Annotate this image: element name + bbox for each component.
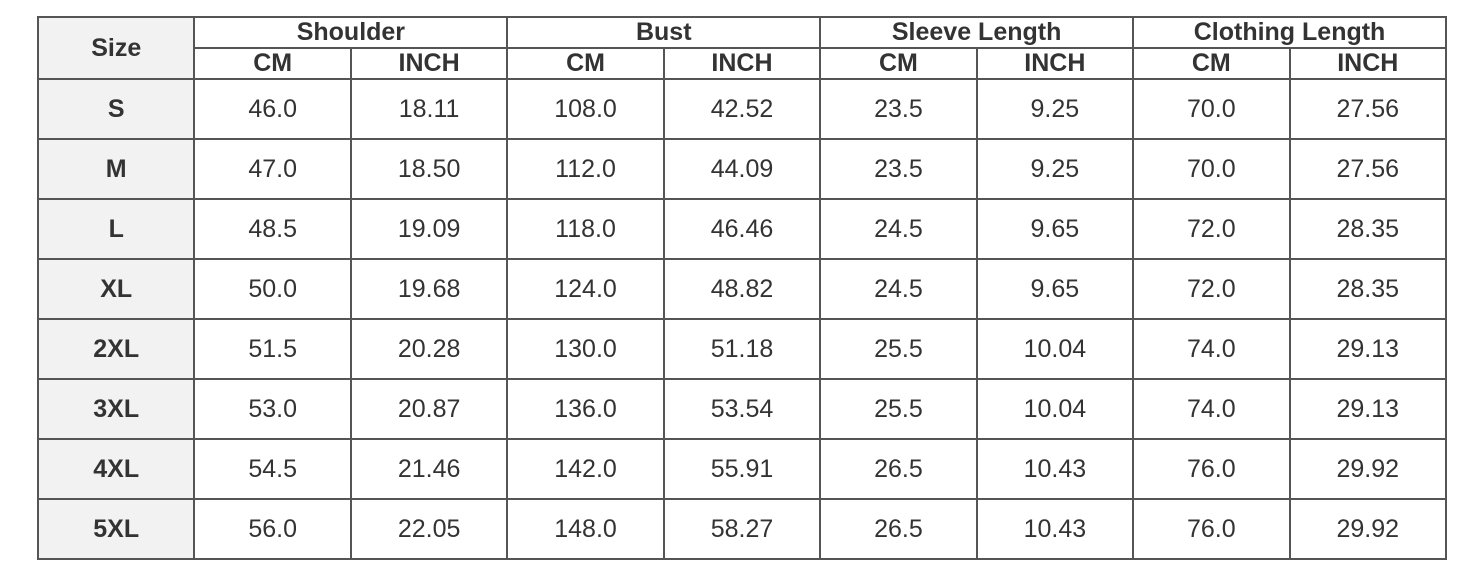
value-cell: 29.92 [1288,438,1447,500]
unit-header: CM [819,47,978,80]
value-cell: 148.0 [506,498,665,560]
value-cell: 48.5 [193,198,352,260]
unit-header: INCH [349,47,509,80]
value-cell: 29.13 [1288,318,1447,380]
table-row: 2XL 51.5 20.28 130.0 51.18 25.5 10.04 74.0 29.13 [36,318,1447,380]
value-cell: 10.43 [975,438,1135,500]
unit-header: INCH [662,47,822,80]
value-cell: 25.5 [819,318,978,380]
size-cell: M [36,138,196,200]
size-cell: XL [36,258,196,320]
value-cell: 27.56 [1288,78,1447,140]
table-row: 3XL 53.0 20.87 136.0 53.54 25.5 10.04 74.0 29.13 [36,378,1447,440]
unit-header: CM [506,47,665,80]
table-body: S 46.0 18.11 108.0 42.52 23.5 9.25 70.0 27.56 M 47… [36,78,1447,560]
table-row: XL 50.0 19.68 124.0 48.82 24.5 9.65 72.0 28.35 [36,258,1447,320]
value-cell: 53.54 [662,378,822,440]
value-cell: 9.25 [975,78,1135,140]
unit-header: CM [193,47,352,80]
value-cell: 26.5 [819,438,978,500]
value-cell: 20.28 [349,318,509,380]
value-cell: 76.0 [1132,438,1291,500]
unit-header: CM [1132,47,1291,80]
unit-header: INCH [975,47,1135,80]
header-row-units: CM INCH CM INCH CM INCH CM INCH [38,47,1447,80]
value-cell: 44.09 [662,138,822,200]
value-cell: 142.0 [506,438,665,500]
unit-header: INCH [1288,47,1447,80]
value-cell: 56.0 [193,498,352,560]
group-header: Bust [506,16,822,49]
value-cell: 72.0 [1132,258,1291,320]
value-cell: 22.05 [349,498,509,560]
table-row: 4XL 54.5 21.46 142.0 55.91 26.5 10.43 76.0 29.92 [36,438,1447,500]
value-cell: 124.0 [506,258,665,320]
value-cell: 46.46 [662,198,822,260]
table-row: M 47.0 18.50 112.0 44.09 23.5 9.25 70.0 27.56 [36,138,1447,200]
table-row: 5XL 56.0 22.05 148.0 58.27 26.5 10.43 76.0 29.92 [36,498,1447,560]
value-cell: 26.5 [819,498,978,560]
group-header: Shoulder [193,16,509,49]
size-cell: L [36,198,196,260]
size-header: Size [36,16,196,80]
table-row: L 48.5 19.09 118.0 46.46 24.5 9.65 72.0 28.35 [36,198,1447,260]
value-cell: 10.43 [975,498,1135,560]
header-row-groups: Size Shoulder Bust Sleeve Length Clothing L… [36,16,1447,80]
value-cell: 24.5 [819,198,978,260]
group-header: Clothing Length [1132,16,1447,49]
group-header: Sleeve Length [819,16,1135,49]
value-cell: 51.5 [193,318,352,380]
value-cell: 10.04 [975,378,1135,440]
value-cell: 23.5 [819,138,978,200]
value-cell: 23.5 [819,78,978,140]
value-cell: 19.09 [349,198,509,260]
value-cell: 55.91 [662,438,822,500]
value-cell: 74.0 [1132,318,1291,380]
size-cell: 4XL [36,438,196,500]
value-cell: 28.35 [1288,258,1447,320]
value-cell: 25.5 [819,378,978,440]
value-cell: 18.50 [349,138,509,200]
value-cell: 58.27 [662,498,822,560]
value-cell: 42.52 [662,78,822,140]
value-cell: 29.13 [1288,378,1447,440]
value-cell: 47.0 [193,138,352,200]
value-cell: 28.35 [1288,198,1447,260]
size-cell: 3XL [36,378,196,440]
value-cell: 9.25 [975,138,1135,200]
value-cell: 72.0 [1132,198,1291,260]
value-cell: 74.0 [1132,378,1291,440]
value-cell: 50.0 [193,258,352,320]
value-cell: 76.0 [1132,498,1291,560]
value-cell: 29.92 [1288,498,1447,560]
value-cell: 21.46 [349,438,509,500]
value-cell: 24.5 [819,258,978,320]
value-cell: 70.0 [1132,138,1291,200]
value-cell: 46.0 [193,78,352,140]
value-cell: 54.5 [193,438,352,500]
value-cell: 53.0 [193,378,352,440]
value-cell: 51.18 [662,318,822,380]
value-cell: 136.0 [506,378,665,440]
table-row: S 46.0 18.11 108.0 42.52 23.5 9.25 70.0 27.56 [36,78,1447,140]
value-cell: 9.65 [975,198,1135,260]
value-cell: 112.0 [506,138,665,200]
value-cell: 118.0 [506,198,665,260]
size-cell: 5XL [36,498,196,560]
value-cell: 10.04 [975,318,1135,380]
value-cell: 18.11 [349,78,509,140]
value-cell: 48.82 [662,258,822,320]
value-cell: 9.65 [975,258,1135,320]
value-cell: 70.0 [1132,78,1291,140]
value-cell: 20.87 [349,378,509,440]
size-cell: S [36,78,196,140]
value-cell: 108.0 [506,78,665,140]
value-cell: 19.68 [349,258,509,320]
value-cell: 130.0 [506,318,665,380]
size-chart-table: Size Shoulder Bust Sleeve Length Clothing L… [36,16,1447,560]
size-cell: 2XL [36,318,196,380]
value-cell: 27.56 [1288,138,1447,200]
